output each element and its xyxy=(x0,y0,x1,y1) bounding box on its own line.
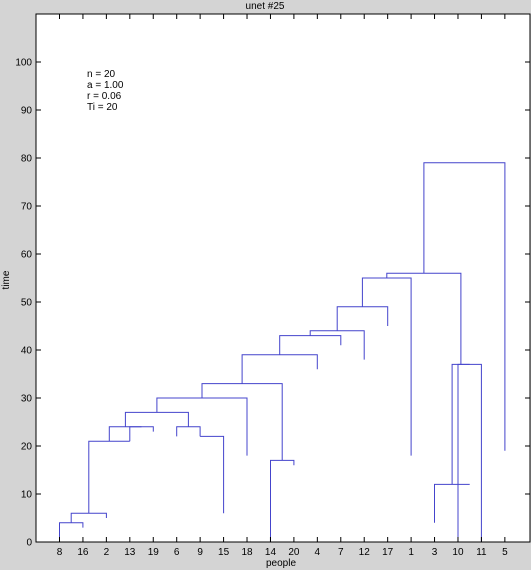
y-tick-label: 90 xyxy=(21,106,33,117)
y-tick-label: 70 xyxy=(21,202,33,213)
plot-area xyxy=(36,14,530,542)
leaf-label: 10 xyxy=(452,547,464,558)
annotation-line: r = 0.06 xyxy=(87,91,122,102)
y-tick-label: 60 xyxy=(21,250,33,261)
leaf-label: 3 xyxy=(432,547,438,558)
merge-link xyxy=(423,162,506,451)
y-tick-label: 0 xyxy=(26,538,32,549)
leaf-label: 2 xyxy=(104,547,110,558)
y-tick-label: 80 xyxy=(21,154,33,165)
leaf-label: 14 xyxy=(265,547,277,558)
annotation-line: a = 1.00 xyxy=(87,80,124,91)
leaf-label: 1 xyxy=(408,547,414,558)
merge-link xyxy=(88,440,130,514)
y-tick-label: 50 xyxy=(21,298,33,309)
leaf-label: 20 xyxy=(288,547,300,558)
axes-frame xyxy=(35,13,531,543)
y-tick-label: 20 xyxy=(21,442,33,453)
y-tick-label: 100 xyxy=(15,58,32,69)
y-tick-label: 30 xyxy=(21,394,33,405)
annotation-line: n = 20 xyxy=(87,69,116,80)
merge-link xyxy=(129,426,154,442)
leaf-label: 19 xyxy=(148,547,160,558)
y-tick-label: 10 xyxy=(21,490,33,501)
leaf-label: 9 xyxy=(197,547,203,558)
merge-link xyxy=(108,426,142,442)
leaf-label: 16 xyxy=(77,547,89,558)
leaf-label: 15 xyxy=(218,547,230,558)
y-axis-label: time xyxy=(1,270,12,289)
dendrogram-tree xyxy=(59,162,506,542)
leaf-label: 12 xyxy=(359,547,371,558)
chart-title: unet #25 xyxy=(246,1,285,12)
merge-link xyxy=(451,363,470,485)
leaf-label: 17 xyxy=(382,547,394,558)
leaf-label: 7 xyxy=(338,547,344,558)
annotation-line: Ti = 20 xyxy=(87,102,118,113)
merge-link xyxy=(434,483,470,523)
leaf-label: 11 xyxy=(476,547,487,558)
y-tick-label: 40 xyxy=(21,346,33,357)
leaf-label: 6 xyxy=(174,547,180,558)
leaf-label: 4 xyxy=(315,547,321,558)
x-axis-label: people xyxy=(266,558,296,569)
leaf-label: 18 xyxy=(241,547,253,558)
leaf-label: 13 xyxy=(124,547,136,558)
leaf-label: 8 xyxy=(57,547,63,558)
leaf-label: 5 xyxy=(502,547,508,558)
merge-link xyxy=(200,435,225,514)
